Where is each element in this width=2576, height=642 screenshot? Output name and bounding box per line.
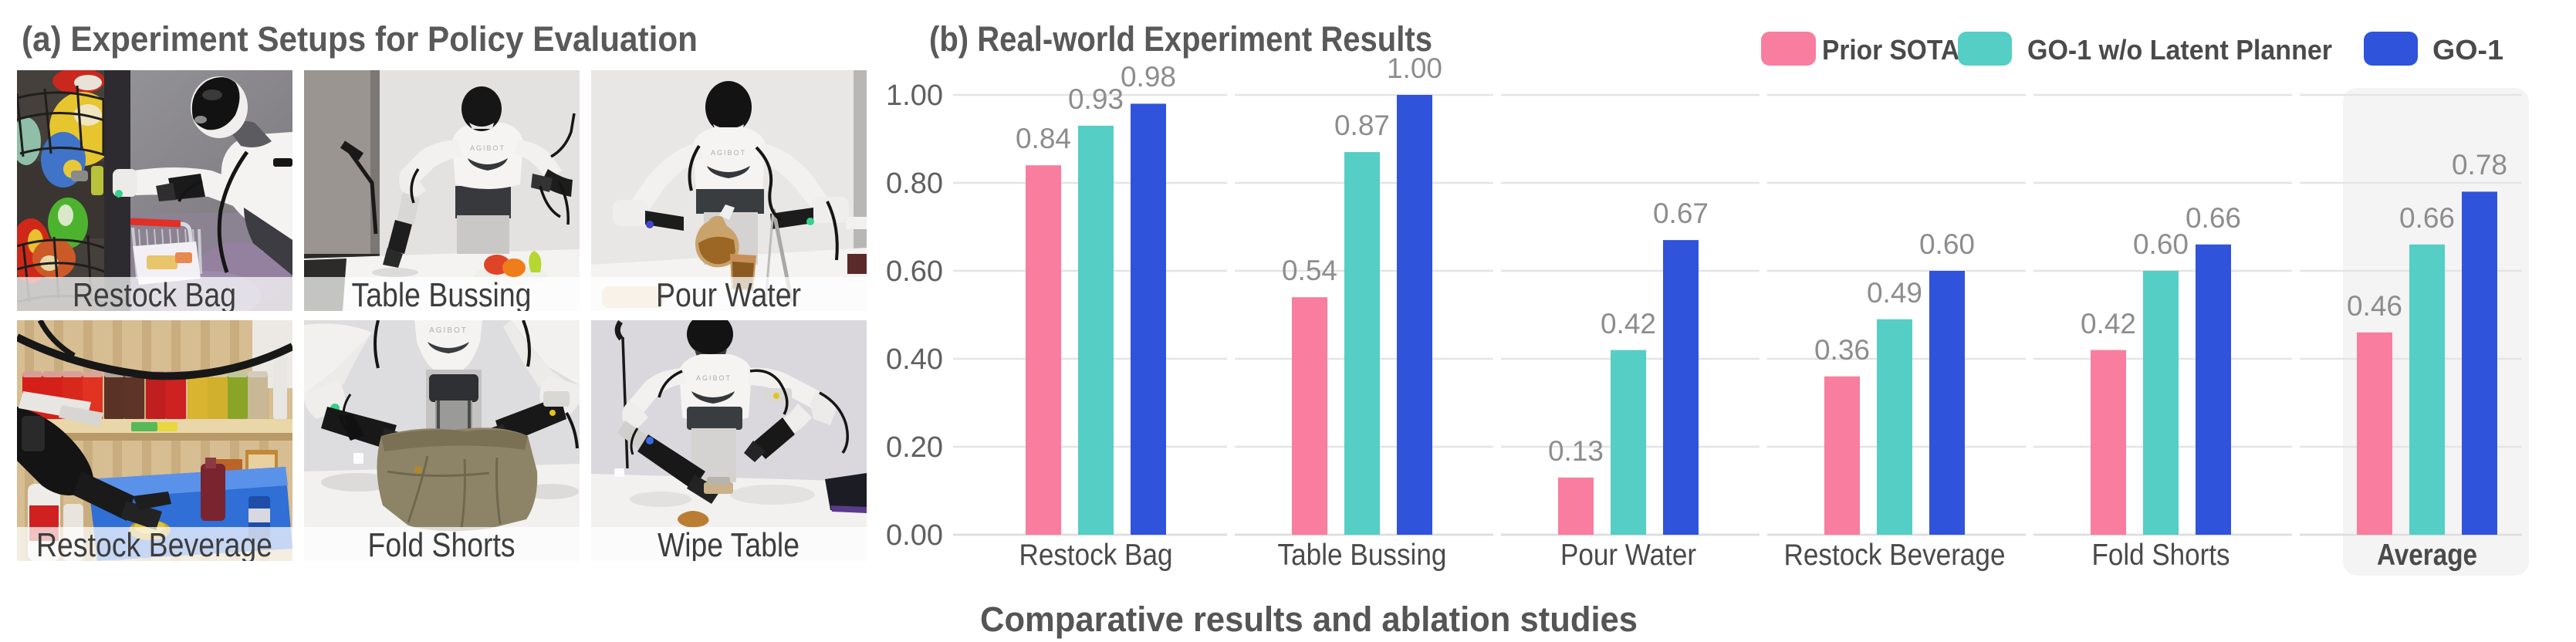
svg-text:0.98: 0.98 bbox=[1121, 61, 1176, 93]
svg-text:0.80: 0.80 bbox=[886, 167, 943, 200]
svg-text:GO-1 w/o Latent Planner: GO-1 w/o Latent Planner bbox=[2027, 34, 2332, 66]
svg-text:Pour Water: Pour Water bbox=[1560, 539, 1696, 572]
svg-text:0.49: 0.49 bbox=[1867, 277, 1922, 309]
svg-text:0.93: 0.93 bbox=[1068, 83, 1124, 115]
svg-text:0.42: 0.42 bbox=[1601, 308, 1656, 340]
svg-text:0.84: 0.84 bbox=[1016, 123, 1071, 154]
svg-text:Restock Bag: Restock Bag bbox=[73, 276, 236, 314]
svg-text:1.00: 1.00 bbox=[1387, 52, 1442, 84]
svg-text:1.00: 1.00 bbox=[886, 79, 943, 112]
svg-text:Fold Shorts: Fold Shorts bbox=[368, 526, 516, 564]
svg-text:GO-1: GO-1 bbox=[2432, 34, 2503, 66]
svg-text:AGIBOT: AGIBOT bbox=[429, 326, 468, 335]
svg-text:0.46: 0.46 bbox=[2347, 290, 2402, 322]
svg-text:Average: Average bbox=[2377, 539, 2477, 572]
svg-text:Restock Bag: Restock Bag bbox=[1019, 539, 1173, 572]
svg-text:0.60: 0.60 bbox=[1919, 228, 1975, 260]
svg-text:(b) Real-world Experiment Resu: (b) Real-world Experiment Results bbox=[929, 19, 1432, 59]
svg-text:0.42: 0.42 bbox=[2081, 308, 2136, 340]
svg-text:AGIBOT: AGIBOT bbox=[696, 374, 732, 382]
svg-text:0.60: 0.60 bbox=[2133, 228, 2189, 260]
svg-text:AGIBOT: AGIBOT bbox=[470, 144, 505, 152]
svg-text:Restock Beverage: Restock Beverage bbox=[36, 526, 272, 564]
svg-text:0.87: 0.87 bbox=[1334, 110, 1390, 141]
svg-text:0.00: 0.00 bbox=[886, 519, 943, 552]
svg-text:Fold Shorts: Fold Shorts bbox=[2092, 539, 2230, 572]
svg-text:0.20: 0.20 bbox=[886, 431, 943, 464]
svg-text:Comparative results and ablati: Comparative results and ablation studies bbox=[980, 600, 1638, 639]
svg-text:0.13: 0.13 bbox=[1548, 435, 1604, 467]
svg-text:Pour Water: Pour Water bbox=[656, 276, 801, 314]
svg-text:0.78: 0.78 bbox=[2452, 149, 2507, 181]
svg-text:Wipe Table: Wipe Table bbox=[658, 526, 800, 564]
svg-text:(a) Experiment Setups for Poli: (a) Experiment Setups for Policy Evaluat… bbox=[22, 19, 698, 59]
svg-text:Restock Beverage: Restock Beverage bbox=[1784, 539, 2006, 572]
svg-text:0.66: 0.66 bbox=[2399, 202, 2455, 234]
svg-text:0.36: 0.36 bbox=[1814, 334, 1870, 366]
svg-text:AGIBOT: AGIBOT bbox=[711, 149, 746, 157]
svg-text:Prior SOTA: Prior SOTA bbox=[1822, 34, 1959, 66]
svg-text:0.66: 0.66 bbox=[2186, 202, 2241, 234]
svg-text:Table Bussing: Table Bussing bbox=[1278, 539, 1447, 572]
svg-text:0.67: 0.67 bbox=[1653, 198, 1709, 229]
svg-text:0.54: 0.54 bbox=[1282, 255, 1337, 286]
svg-text:Table Bussing: Table Bussing bbox=[352, 276, 532, 314]
svg-text:0.40: 0.40 bbox=[886, 343, 943, 376]
svg-text:0.60: 0.60 bbox=[886, 255, 943, 288]
